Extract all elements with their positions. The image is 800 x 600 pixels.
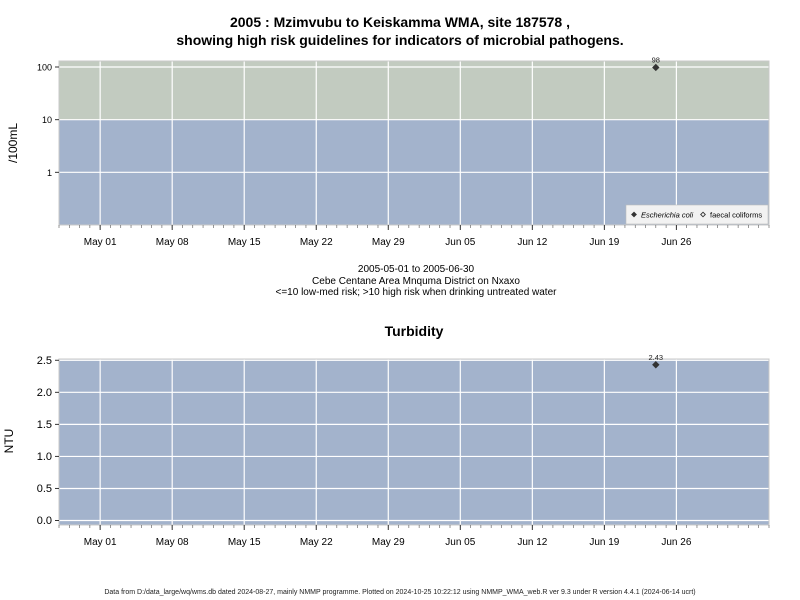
panel-frame (58, 60, 770, 226)
y-tick-label: 1 (47, 168, 52, 178)
x-tick-label: May 29 (372, 237, 405, 248)
legend-marker-filled (631, 211, 637, 218)
x-tick-label: Jun 12 (517, 237, 547, 248)
y-tick-label: 2.0 (37, 387, 52, 399)
panel-frame (58, 358, 770, 526)
y-tick-label: 10 (42, 115, 52, 125)
x-tick-label: May 01 (84, 237, 117, 248)
x-tick-label: May 08 (156, 237, 189, 248)
x-tick-label: Jun 26 (661, 237, 691, 248)
y-tick-label: 2.5 (37, 355, 52, 367)
data-label: 2.43 (649, 353, 664, 362)
x-tick-label: Jun 26 (661, 537, 691, 548)
plot-panel (59, 359, 769, 525)
y-tick-label: 0.0 (37, 515, 52, 527)
footer-source-note: Data from D:/data_large/wq/wms.db dated … (104, 589, 696, 596)
legend-label: faecal coliforms (710, 211, 762, 220)
data-label: 98 (652, 55, 660, 64)
y-tick-label: 0.5 (37, 483, 52, 495)
x-tick-label: Jun 19 (589, 237, 619, 248)
x-tick-label: May 22 (300, 537, 333, 548)
high-risk-band (59, 61, 769, 120)
x-tick-label: May 29 (372, 537, 405, 548)
x-tick-label: May 15 (228, 537, 261, 548)
legend: Escherichia coli faecal coliforms (625, 204, 769, 225)
x-tick-label: Jun 05 (445, 537, 475, 548)
date-range-caption: 2005-05-01 to 2005-06-30 (357, 264, 475, 275)
risk-note-caption: <=10 low-med risk; >10 high risk when dr… (275, 287, 557, 298)
x-tick-label: Jun 05 (445, 237, 475, 248)
x-tick-label: Jun 19 (589, 537, 619, 548)
microbial-chart: May 01 May 08 May 15 May 22 May 29 Jun 05 Jun … (37, 55, 770, 248)
x-tick-label: May 15 (228, 237, 261, 248)
y-tick-label: 1.5 (37, 419, 52, 431)
x-tick-label: May 01 (84, 537, 117, 548)
y-tick-label: 100 (37, 63, 52, 73)
data-point (652, 361, 660, 369)
turbidity-title: Turbidity (384, 323, 444, 339)
legend-label: Escherichia coli (641, 211, 693, 220)
legend-marker-open (700, 211, 706, 218)
location-caption: Cebe Centane Area Mnquma District on Nxa… (312, 276, 520, 287)
legend-box (625, 204, 769, 225)
x-tick-label: May 22 (300, 237, 333, 248)
chart-title-line1: 2005 : Mzimvubu to Keiskamma WMA, site 1… (229, 14, 570, 30)
x-tick-label: May 08 (156, 537, 189, 548)
chart-title-line2: showing high risk guidelines for indicat… (176, 32, 624, 48)
data-point (652, 63, 660, 72)
y-tick-label: 1.0 (37, 451, 52, 463)
x-tick-label: Jun 12 (517, 537, 547, 548)
turbidity-chart: May 01 May 08 May 15 May 22 May 29 Jun 05 Jun … (37, 353, 770, 548)
